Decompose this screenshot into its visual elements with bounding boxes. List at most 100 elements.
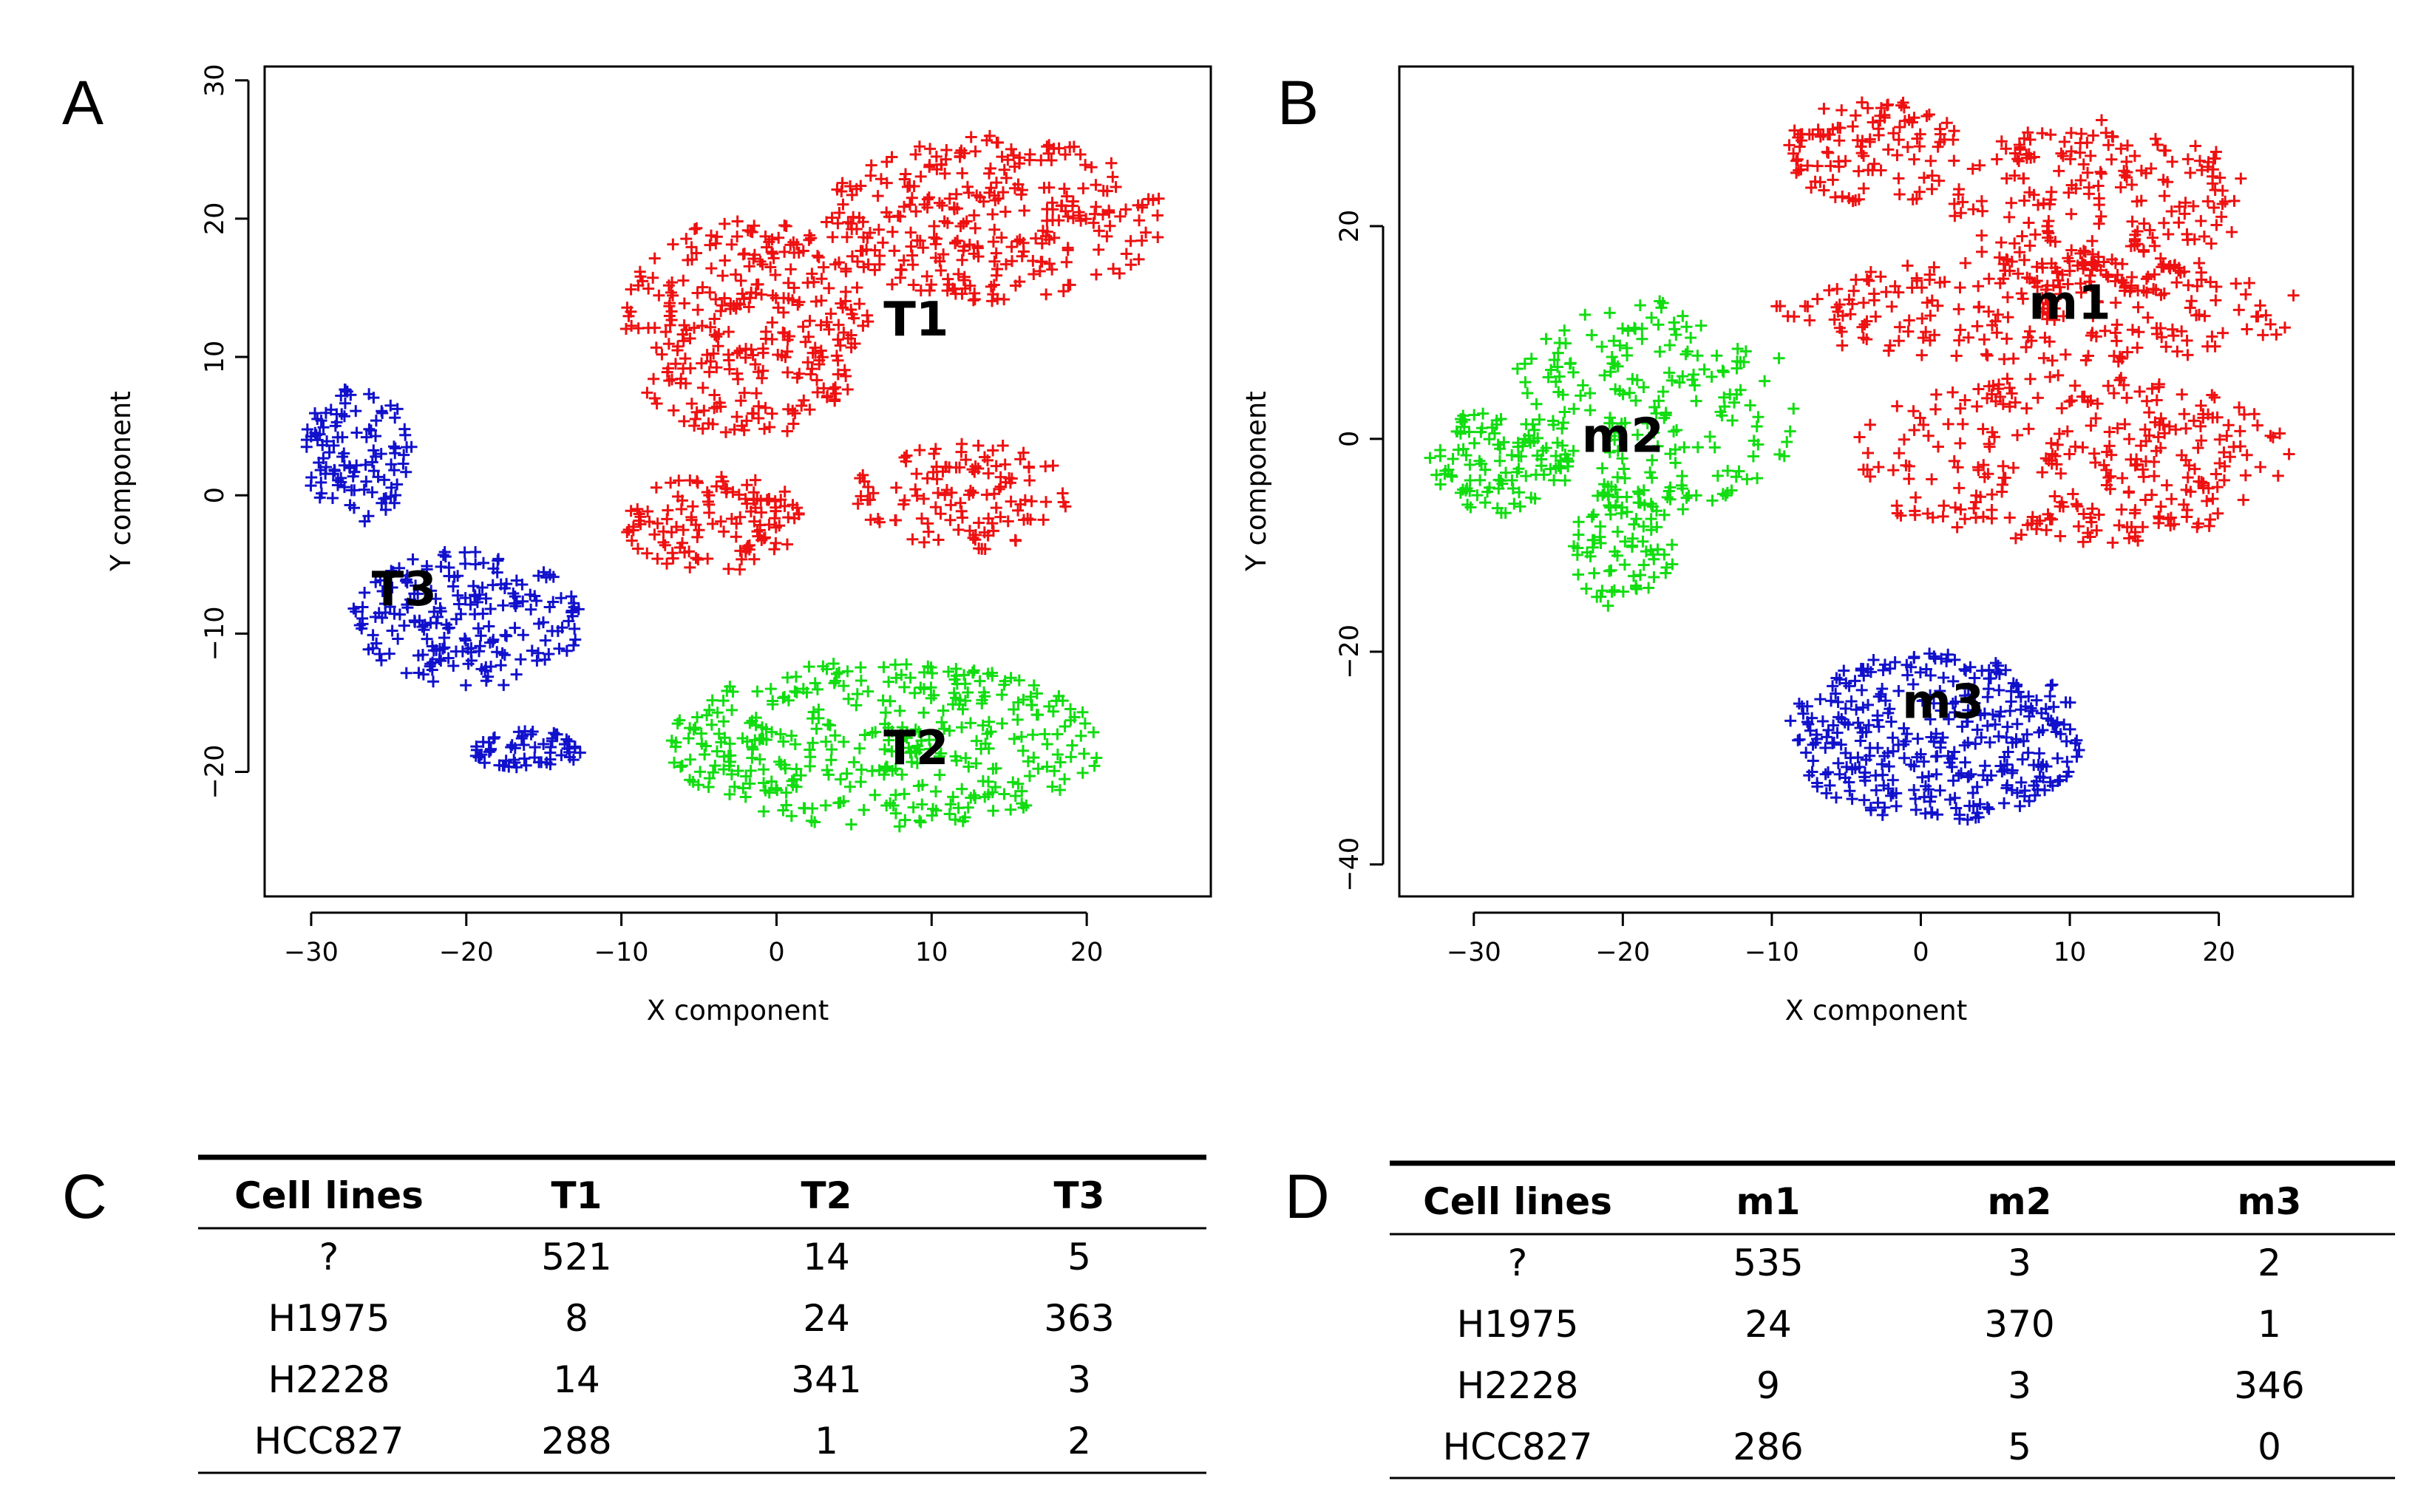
point-m1-750: [2237, 494, 2249, 506]
point-T1-820: [733, 563, 746, 576]
point-T1-475: [987, 236, 999, 248]
point-T1-694: [898, 452, 911, 464]
point-m2-371: [1572, 528, 1585, 541]
point-m2-346: [1604, 501, 1617, 514]
point-m2-7: [1603, 446, 1616, 458]
point-T1-626: [1014, 453, 1027, 466]
x-tick-label: 20: [2202, 938, 2235, 967]
point-m1-463: [1921, 296, 1934, 309]
point-m1-610: [2241, 449, 2253, 461]
point-m2-259: [1533, 413, 1546, 426]
point-m1-377: [2132, 301, 2144, 313]
point-m3-276: [1962, 682, 1974, 695]
point-m3-207: [1946, 697, 1959, 709]
point-m3-93: [1967, 800, 1980, 812]
point-T2-260: [821, 764, 833, 777]
point-m2-2: [1759, 375, 1771, 387]
point-m2-45: [1631, 429, 1644, 441]
point-T1-359: [1080, 213, 1093, 225]
point-m3-271: [2045, 679, 2057, 692]
point-T1-411: [1062, 244, 1074, 256]
point-T1-717: [854, 472, 866, 485]
point-T2-196: [788, 773, 801, 786]
point-T2-217: [862, 685, 874, 698]
point-T1-519: [880, 206, 893, 219]
point-m3-291: [1901, 658, 1913, 671]
point-T1-197: [669, 358, 682, 370]
point-m2-313: [1611, 491, 1624, 503]
point-m1-459: [2190, 309, 2203, 321]
point-m3-272: [1864, 666, 1877, 678]
point-m1-785: [2153, 381, 2165, 393]
point-T1-268: [731, 231, 744, 243]
point-m2-289: [1461, 482, 1473, 494]
point-m1-851: [2113, 519, 2125, 531]
point-m3-341: [2040, 760, 2053, 773]
point-m3-334: [1996, 766, 2008, 778]
point-T1-711: [955, 446, 968, 458]
point-m1-276: [2226, 225, 2238, 238]
point-T1-253: [663, 300, 676, 313]
point-T2-219: [1028, 752, 1040, 764]
point-T2-87: [1076, 706, 1089, 718]
point-m1-250: [2042, 214, 2055, 227]
point-m1-746: [1978, 471, 1991, 483]
point-T1-831: [736, 553, 748, 565]
point-T1-648: [1023, 474, 1036, 487]
point-T2-348: [1008, 704, 1020, 716]
table-row-label: HCC827: [1443, 1426, 1593, 1468]
point-m1-47: [1858, 150, 1870, 163]
point-m3-344: [2033, 726, 2045, 738]
point-m3-37: [1807, 755, 1819, 767]
point-T1-679: [952, 523, 965, 536]
point-m2-267: [1460, 449, 1473, 462]
point-m2-187: [1660, 409, 1672, 421]
point-T2-295: [877, 661, 890, 673]
point-m1-696: [2158, 427, 2171, 440]
point-T1-405: [1107, 262, 1120, 275]
point-T3-238: [508, 597, 520, 610]
point-T1-281: [829, 387, 842, 400]
point-m2-293: [1559, 448, 1572, 460]
point-T1-479: [991, 263, 1004, 276]
point-m1-549: [1804, 314, 1816, 327]
point-T2-242: [924, 743, 937, 755]
point-T3-69: [359, 459, 372, 471]
table-cell: 2: [1067, 1420, 1091, 1462]
point-T1-565: [1060, 256, 1073, 268]
point-m1-630: [2221, 429, 2233, 442]
point-T1-295: [761, 241, 773, 253]
x-tick-label: −10: [594, 938, 649, 967]
point-m1-826: [1993, 378, 2005, 391]
point-m1-510: [2039, 290, 2052, 303]
series-T2: [665, 658, 1103, 833]
point-m1-516: [2210, 280, 2223, 293]
point-m3-163: [1855, 684, 1868, 696]
point-T2-351: [949, 814, 962, 826]
point-T1-344: [1035, 154, 1047, 166]
point-T1-665: [973, 517, 985, 529]
series-m2: [1424, 295, 1800, 612]
point-T1-432: [991, 177, 1003, 189]
point-T2-239: [828, 677, 840, 689]
point-T2-229: [930, 804, 942, 817]
point-m1-138: [2114, 181, 2127, 194]
point-m1-134: [1995, 135, 2008, 148]
point-m2-44: [1557, 417, 1569, 429]
point-T3-158: [491, 646, 503, 658]
point-m1-715: [2180, 483, 2192, 496]
point-m2-245: [1463, 426, 1475, 438]
point-T1-5: [811, 374, 823, 386]
point-m1-244: [2102, 139, 2115, 151]
point-m2-36: [1518, 358, 1531, 370]
point-T3-260: [509, 622, 521, 634]
point-T1-399: [923, 191, 935, 204]
point-T3-372: [529, 741, 541, 754]
point-m1-402: [1950, 350, 1963, 362]
point-m2-281: [1499, 507, 1512, 520]
point-m1-486: [2229, 277, 2242, 290]
point-T3-355: [510, 761, 523, 774]
point-m3-325: [2007, 677, 2020, 689]
point-m1-76: [1818, 184, 1830, 197]
point-m1-139: [2095, 210, 2107, 222]
